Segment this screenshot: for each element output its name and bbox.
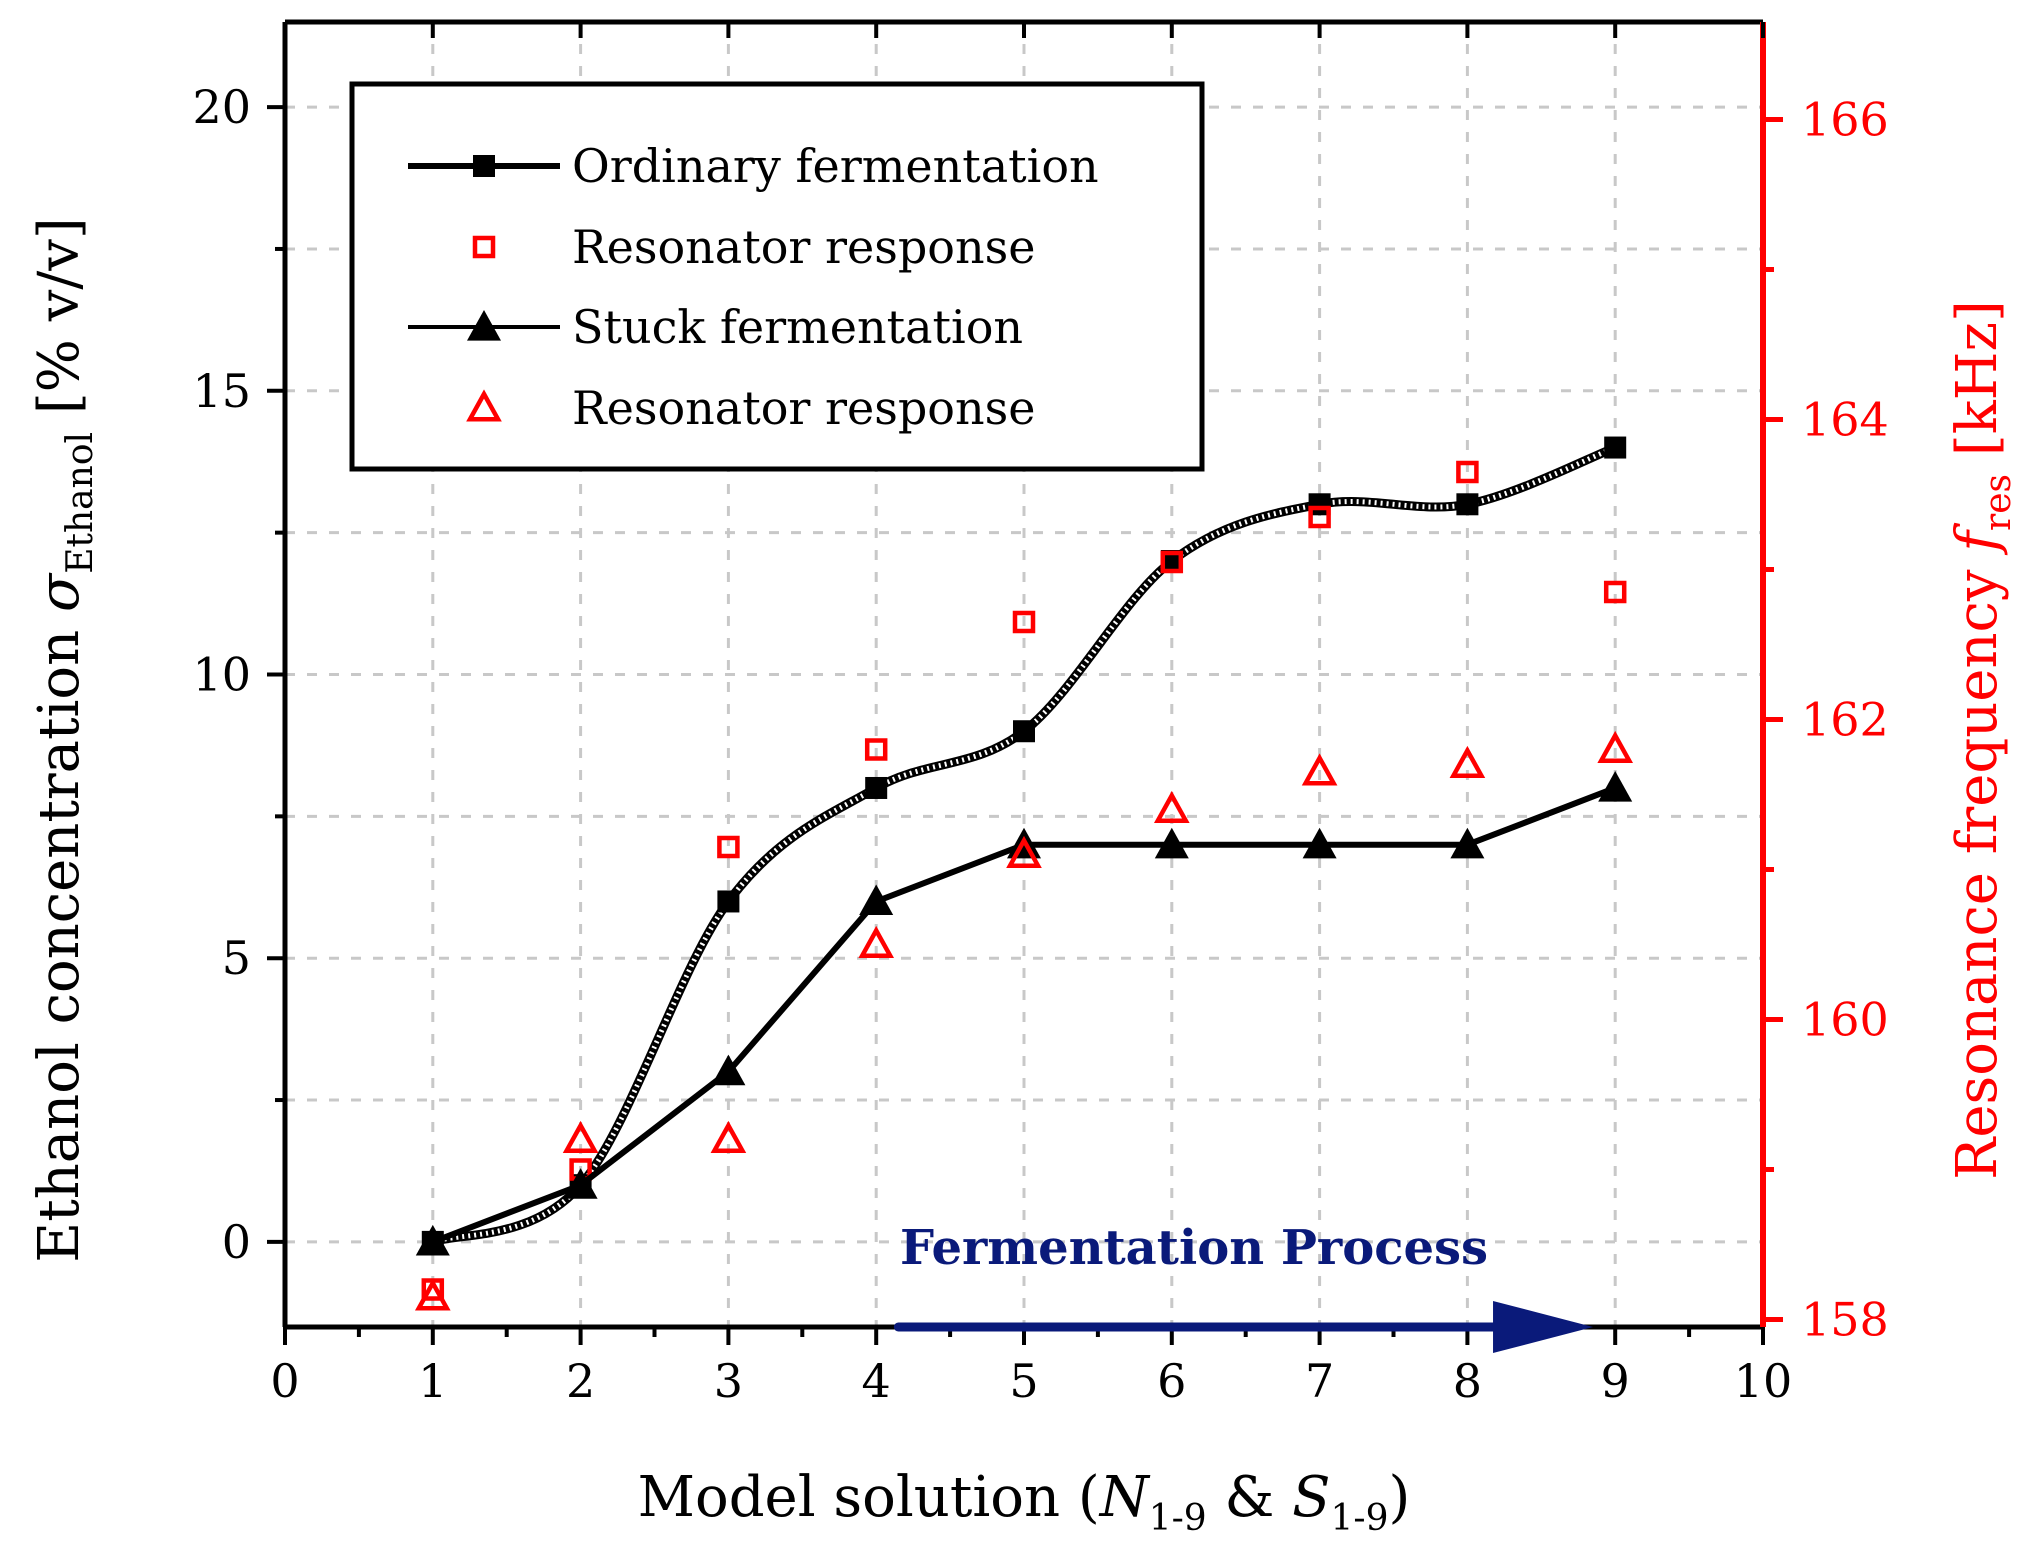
series-1-point [1456,460,1479,484]
series-1-point [1308,505,1331,529]
annotation-arrow-head [1493,1301,1594,1353]
y-left-label-symbol: σ [27,572,92,612]
series-0-point [1456,493,1479,516]
series-1-point [864,738,888,761]
series-0-point [865,776,888,799]
y-left-label-prefix: Ethanol concentration [27,612,92,1263]
series-ordinary-line-hatch [431,445,1617,1245]
series-2-point [563,1168,598,1199]
x-tick-label: 4 [862,1354,891,1408]
series-1-point [717,835,740,859]
legend-marker-1 [472,235,496,259]
series-2-point [711,1054,746,1086]
series-2-point [1450,827,1485,859]
legend-label-0: Ordinary fermentation [572,139,1099,193]
x-axis-label-amp: & [1207,1465,1292,1530]
series-3-point [562,1120,599,1153]
legend-box [349,81,1205,472]
x-axis-label-prefix: Model solution ( [638,1465,1100,1530]
series-1-point [1603,580,1627,604]
series-1-point [1160,550,1184,574]
y-left-tick-label: 20 [192,80,251,134]
x-tick-label: 7 [1305,1354,1334,1408]
series-2-point [859,884,894,916]
axes-layer: 0 1 2 3 4 5 6 7 8 9 10 0 5 10 15 20 158 160 162 164 166 [192,19,1889,1408]
x-tick-label: 6 [1157,1354,1186,1408]
series-2-point [415,1224,450,1256]
legend-marker-0 [473,155,495,177]
series-0-point [1013,720,1035,743]
x-tick-label: 9 [1601,1354,1630,1408]
y-left-label-sub: Ethanol [60,432,101,574]
y-left-label-suffix: [% v/v] [27,217,92,432]
y-right-label-sub: res [1978,474,2019,531]
series-0-point [717,890,740,913]
x-tick-label: 2 [566,1354,595,1408]
y-right-axis-label: Resonance frequency fres [kHz] [1945,300,2019,1180]
series-2-point [1302,827,1337,859]
legend-label-3: Resonator response [572,381,1035,435]
series-3-point [1597,730,1634,763]
legend-label-1: Resonator response [572,220,1035,274]
y-left-tick-label: 10 [192,648,251,702]
y-left-axis-label: Ethanol concentration σEthanol [% v/v] [27,217,101,1262]
series-3-point [414,1278,451,1311]
series-3-point [1449,745,1486,778]
series-2-point [1598,770,1633,802]
x-tick-label: 8 [1453,1354,1482,1408]
x-axis-label: Model solution (N1-9 & S1-9) [638,1465,1411,1539]
y-right-tick-label: 164 [1801,393,1889,447]
y-right-tick-label: 166 [1801,93,1889,147]
series-1-point [1012,610,1036,634]
x-axis-label-suffix: ) [1388,1465,1410,1530]
series-3-point [1006,835,1042,868]
legend-marker-3 [466,389,502,422]
y-left-tick-label: 0 [222,1215,251,1269]
y-right-tick-label: 162 [1801,693,1889,747]
annotation-layer: Fermentation Process [893,1220,1594,1353]
x-axis-label-var1: N [1098,1465,1151,1530]
x-tick-label: 5 [1009,1354,1038,1408]
legend-label-2: Stuck fermentation [572,300,1023,354]
x-axis-label-sub2: 1-9 [1331,1498,1389,1539]
y-right-label-prefix: Resonance frequency [1945,552,2010,1180]
x-axis-label-sub1: 1-9 [1149,1498,1207,1539]
series-3-point [1153,790,1190,823]
x-axis-label-var2: S [1292,1465,1330,1530]
x-tick-label: 10 [1734,1354,1793,1408]
series-3-point [1301,753,1338,786]
series-layer [414,436,1634,1311]
y-right-label-suffix: [kHz] [1945,300,2010,474]
series-0-point [1160,550,1183,573]
x-tick-label: 3 [714,1354,743,1408]
legend: Ordinary fermentation Resonator response S… [349,81,1205,472]
legend-marker-2 [467,310,501,341]
series-3-point [710,1120,747,1153]
annotation-text: Fermentation Process [900,1220,1488,1276]
y-right-tick-label: 160 [1801,993,1889,1047]
y-left-tick-label: 15 [192,364,251,418]
x-tick-label: 0 [270,1354,299,1408]
series-2-point [1154,827,1189,859]
x-tick-label: 1 [418,1354,447,1408]
y-right-tick-label: 158 [1801,1293,1889,1347]
y-left-tick-label: 5 [222,931,251,985]
series-0-point [1604,436,1627,459]
series-3-point [858,925,895,958]
